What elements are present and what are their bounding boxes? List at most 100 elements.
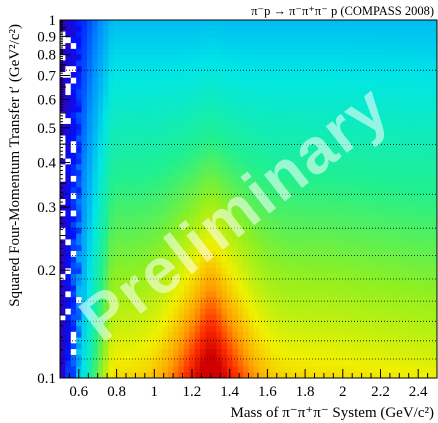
heatmap-cell	[226, 66, 233, 73]
heatmap-cell	[130, 343, 136, 350]
heatmap-cell	[205, 181, 212, 189]
heatmap-cell	[135, 262, 142, 269]
heatmap-cell	[119, 25, 126, 33]
heatmap-cell	[431, 77, 437, 85]
heatmap-cell	[361, 129, 368, 137]
heatmap-cell	[248, 164, 255, 171]
heatmap-cell	[377, 60, 384, 67]
heatmap-cell	[248, 354, 255, 362]
heatmap-cell	[156, 331, 163, 339]
heatmap-cell	[70, 31, 77, 38]
heatmap-cell	[86, 193, 93, 200]
heatmap-cell	[361, 320, 368, 327]
heatmap-cell	[307, 193, 314, 200]
heatmap-cell	[345, 320, 352, 327]
heatmap-cell	[318, 54, 325, 62]
heatmap-cell	[253, 83, 260, 90]
heatmap-cell	[410, 147, 417, 154]
heatmap-cell	[415, 181, 422, 189]
heatmap-cell	[286, 360, 293, 368]
heatmap-cell	[70, 366, 77, 373]
heatmap-cell	[313, 216, 320, 223]
heatmap-cell	[307, 71, 314, 79]
heatmap-cell	[259, 135, 266, 142]
heatmap-cell	[426, 268, 433, 275]
heatmap-cell	[286, 204, 293, 212]
heatmap-cell	[307, 320, 314, 327]
heatmap-cell	[431, 308, 437, 316]
heatmap-cell	[162, 66, 169, 73]
heatmap-cell	[70, 158, 77, 165]
heatmap-cell	[167, 170, 174, 177]
heatmap-cell	[334, 170, 341, 177]
heatmap-cell	[232, 308, 239, 316]
heatmap-cell	[200, 343, 207, 350]
heatmap-cell	[259, 314, 266, 321]
heatmap-cell	[383, 320, 390, 327]
heatmap-cell	[350, 141, 357, 148]
heatmap-cell	[119, 216, 126, 223]
heatmap-cell	[275, 112, 282, 119]
heatmap-cell	[399, 308, 406, 316]
heatmap-cell	[92, 360, 99, 368]
heatmap-cell	[60, 372, 66, 378]
heatmap-cell	[173, 204, 180, 212]
heatmap-cell	[216, 71, 223, 79]
heatmap-cell	[350, 239, 357, 246]
heatmap-cell	[302, 141, 309, 148]
heatmap-cell	[237, 354, 244, 362]
heatmap-cell	[399, 152, 406, 160]
heatmap-cell	[280, 147, 287, 154]
heatmap-cell	[291, 147, 298, 154]
heatmap-cell	[302, 279, 309, 287]
heatmap-cell	[200, 326, 207, 333]
heatmap-cell	[178, 274, 185, 281]
heatmap-cell	[329, 181, 336, 189]
heatmap-cell	[377, 274, 384, 281]
heatmap-cell	[65, 343, 72, 350]
heatmap-cell	[103, 112, 110, 119]
heatmap-cell	[280, 112, 287, 119]
heatmap-cell	[205, 297, 212, 304]
heatmap-cell	[140, 83, 147, 90]
heatmap-cell	[296, 158, 303, 165]
heatmap-cell	[270, 54, 277, 62]
heatmap-cell	[393, 372, 400, 378]
heatmap-cell	[65, 256, 72, 264]
heatmap-cell	[226, 297, 233, 304]
heatmap-cell	[431, 331, 437, 339]
heatmap-cell	[345, 360, 352, 368]
heatmap-cell	[270, 135, 277, 142]
heatmap-cell	[200, 164, 207, 171]
heatmap-cell	[275, 262, 282, 269]
heatmap-cell	[124, 337, 131, 344]
heatmap-cell	[426, 302, 433, 310]
heatmap-cell	[86, 100, 93, 108]
heatmap-cell	[130, 372, 136, 378]
heatmap-cell	[119, 245, 126, 252]
heatmap-cell	[151, 314, 158, 321]
heatmap-cell	[431, 152, 437, 160]
heatmap-cell	[366, 222, 373, 229]
heatmap-cell	[92, 250, 99, 258]
heatmap-cell	[345, 250, 352, 258]
heatmap-cell	[119, 331, 126, 339]
heatmap-cell	[167, 112, 174, 119]
heatmap-cell	[97, 227, 104, 235]
heatmap-cell	[329, 297, 336, 304]
heatmap-cell	[183, 135, 190, 142]
heatmap-cell	[356, 250, 363, 258]
heatmap-cell	[259, 123, 266, 131]
heatmap-cell	[103, 245, 110, 252]
heatmap-cell	[259, 291, 266, 298]
heatmap-cell	[86, 360, 93, 368]
heatmap-cell	[237, 233, 244, 241]
heatmap-cell	[393, 158, 400, 165]
heatmap-cell	[76, 158, 83, 165]
heatmap-cell	[340, 297, 347, 304]
heatmap-cell	[200, 297, 207, 304]
heatmap-cell	[345, 89, 352, 96]
heatmap-cell	[329, 360, 336, 368]
heatmap-cell	[124, 210, 131, 217]
heatmap-cell	[194, 285, 201, 292]
